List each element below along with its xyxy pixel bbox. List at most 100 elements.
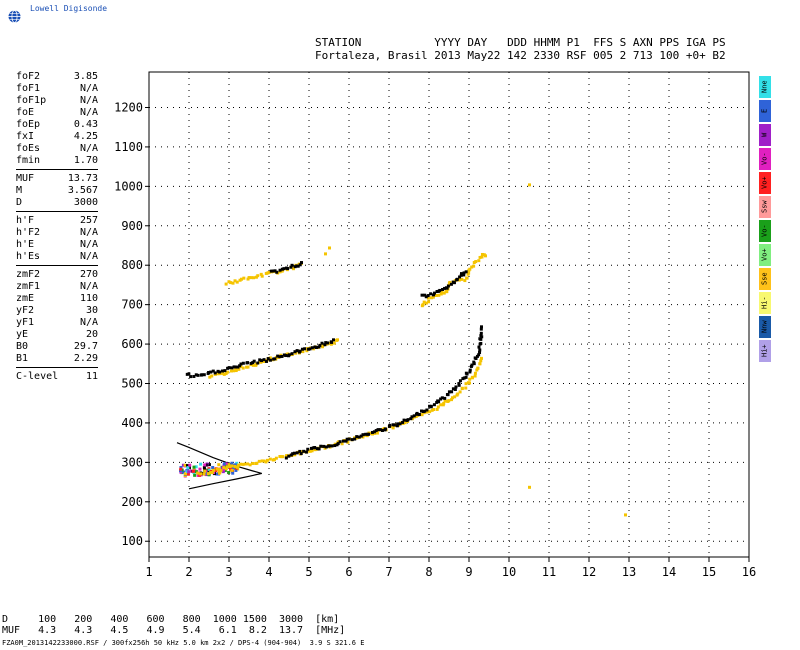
echo-point	[359, 434, 363, 438]
echo-point	[332, 341, 336, 345]
echo-point	[414, 414, 418, 418]
echo-point	[242, 276, 246, 280]
param-key: zmF2	[16, 269, 41, 280]
echo-point	[260, 274, 264, 278]
echo-cluster-point	[203, 463, 207, 467]
echo-point	[454, 385, 458, 389]
echo-point	[484, 254, 487, 258]
echo-point	[300, 347, 304, 351]
echo-point	[376, 428, 380, 432]
echo-point	[213, 371, 217, 375]
x-tick-label: 12	[582, 565, 596, 579]
echo-point	[226, 370, 230, 374]
echo-point	[194, 373, 198, 377]
echo-point	[241, 462, 245, 466]
param-value: N/A	[79, 227, 98, 238]
echo-cluster-point	[182, 470, 186, 474]
echo-point	[326, 341, 330, 345]
echo-point	[207, 371, 211, 375]
echo-point	[445, 286, 449, 290]
echo-cluster-point	[236, 467, 240, 471]
echo-point	[221, 369, 225, 373]
echo-point	[200, 373, 204, 377]
echo-point	[440, 396, 444, 400]
echo-point	[260, 359, 264, 363]
muf-cell: 100	[26, 614, 57, 625]
echo-point	[458, 275, 462, 279]
echo-point	[480, 356, 483, 360]
echo-point	[241, 366, 245, 370]
globe-icon	[8, 10, 21, 23]
echo-point	[310, 449, 314, 453]
echo-point	[274, 456, 278, 460]
echo-point	[271, 269, 275, 273]
echo-point	[424, 301, 428, 305]
echo-cluster-point	[215, 472, 219, 476]
echo-cluster-point	[186, 466, 190, 470]
echo-point	[350, 438, 354, 442]
echo-cluster-point	[207, 463, 211, 467]
echo-cluster-point	[231, 471, 235, 475]
echo-point	[262, 358, 266, 362]
param-row: h'E N/A	[16, 239, 98, 251]
echo-point	[446, 393, 450, 397]
echo-cluster-point	[191, 469, 195, 473]
muf-cell: 600	[128, 614, 165, 625]
echo-point	[223, 369, 227, 373]
echo-point	[458, 379, 462, 383]
echo-cluster-point	[188, 463, 192, 467]
echo-point	[361, 433, 365, 437]
echo-point	[428, 410, 432, 414]
echo-point	[472, 362, 476, 366]
echo-point	[464, 270, 468, 274]
echo-point	[478, 337, 482, 341]
echo-point	[305, 349, 309, 353]
echo-point	[303, 347, 307, 351]
x-tick-label: 13	[622, 565, 636, 579]
echo-point	[435, 400, 439, 404]
param-row: B0 29.7	[16, 341, 98, 353]
muf-row-label: MUF	[2, 625, 27, 636]
echo-point	[410, 415, 414, 419]
legend-swatch: W	[759, 124, 771, 146]
y-tick-label: 1100	[114, 140, 143, 154]
echo-point	[202, 373, 206, 377]
echo-cluster-point	[222, 464, 226, 468]
echo-point	[443, 399, 447, 403]
param-row: D 3000	[16, 197, 98, 209]
echo-point	[275, 270, 279, 274]
echo-point	[318, 343, 322, 347]
echo-point	[232, 369, 236, 373]
echo-point	[289, 265, 293, 269]
echo-cluster-point	[235, 461, 239, 465]
echo-point	[457, 383, 461, 387]
echo-point	[412, 414, 416, 418]
muf-cell: 200	[56, 614, 93, 625]
param-value: 2.29	[73, 353, 98, 364]
echo-point	[401, 420, 405, 424]
echo-point	[237, 463, 241, 467]
echo-point	[273, 269, 277, 273]
echo-cluster-point	[227, 463, 231, 467]
echo-cluster-point	[224, 462, 228, 466]
echo-point	[227, 366, 231, 370]
echo-cluster-point	[183, 463, 187, 467]
echo-point	[324, 252, 327, 256]
echo-point	[202, 472, 206, 476]
param-key: C-level	[16, 371, 59, 382]
echo-point	[432, 407, 436, 411]
echo-point	[287, 454, 291, 458]
echo-point	[406, 418, 410, 422]
echo-point	[280, 267, 284, 271]
param-value: 4.25	[73, 131, 98, 142]
echo-point	[231, 281, 235, 285]
echo-point	[453, 387, 457, 391]
echo-point	[254, 275, 258, 279]
echo-point	[225, 465, 229, 469]
echo-point	[464, 382, 468, 386]
echo-cluster-point	[227, 470, 231, 474]
param-row: foEp 0.43	[16, 119, 98, 131]
echo-point	[426, 294, 430, 298]
echo-cluster-point	[218, 471, 222, 475]
echo-point	[247, 276, 251, 280]
